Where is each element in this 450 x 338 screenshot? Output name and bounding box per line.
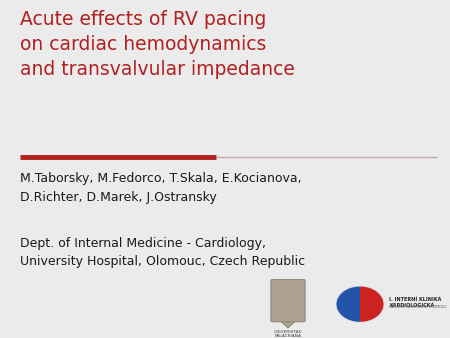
Text: I. INTERNÍ KLINIKA
KARDIOLOGICKÁ: I. INTERNÍ KLINIKA KARDIOLOGICKÁ (389, 297, 441, 308)
Text: Acute effects of RV pacing
on cardiac hemodynamics
and transvalvular impedance: Acute effects of RV pacing on cardiac he… (20, 10, 295, 79)
Wedge shape (360, 287, 383, 322)
FancyBboxPatch shape (271, 280, 305, 322)
Wedge shape (337, 287, 360, 322)
Text: Dept. of Internal Medicine - Cardiology,
University Hospital, Olomouc, Czech Rep: Dept. of Internal Medicine - Cardiology,… (20, 237, 306, 268)
Text: M.Taborsky, M.Fedorco, T.Skala, E.Kocianova,
D.Richter, D.Marek, J.Ostransky: M.Taborsky, M.Fedorco, T.Skala, E.Kocian… (20, 172, 302, 204)
Text: FAKULTNÍ NEMOCNICE OLOMOUC: FAKULTNÍ NEMOCNICE OLOMOUC (389, 305, 447, 309)
Circle shape (335, 286, 385, 323)
Polygon shape (272, 314, 304, 328)
Text: UNIVERSITAS
PALACKIANA: UNIVERSITAS PALACKIANA (274, 330, 302, 338)
